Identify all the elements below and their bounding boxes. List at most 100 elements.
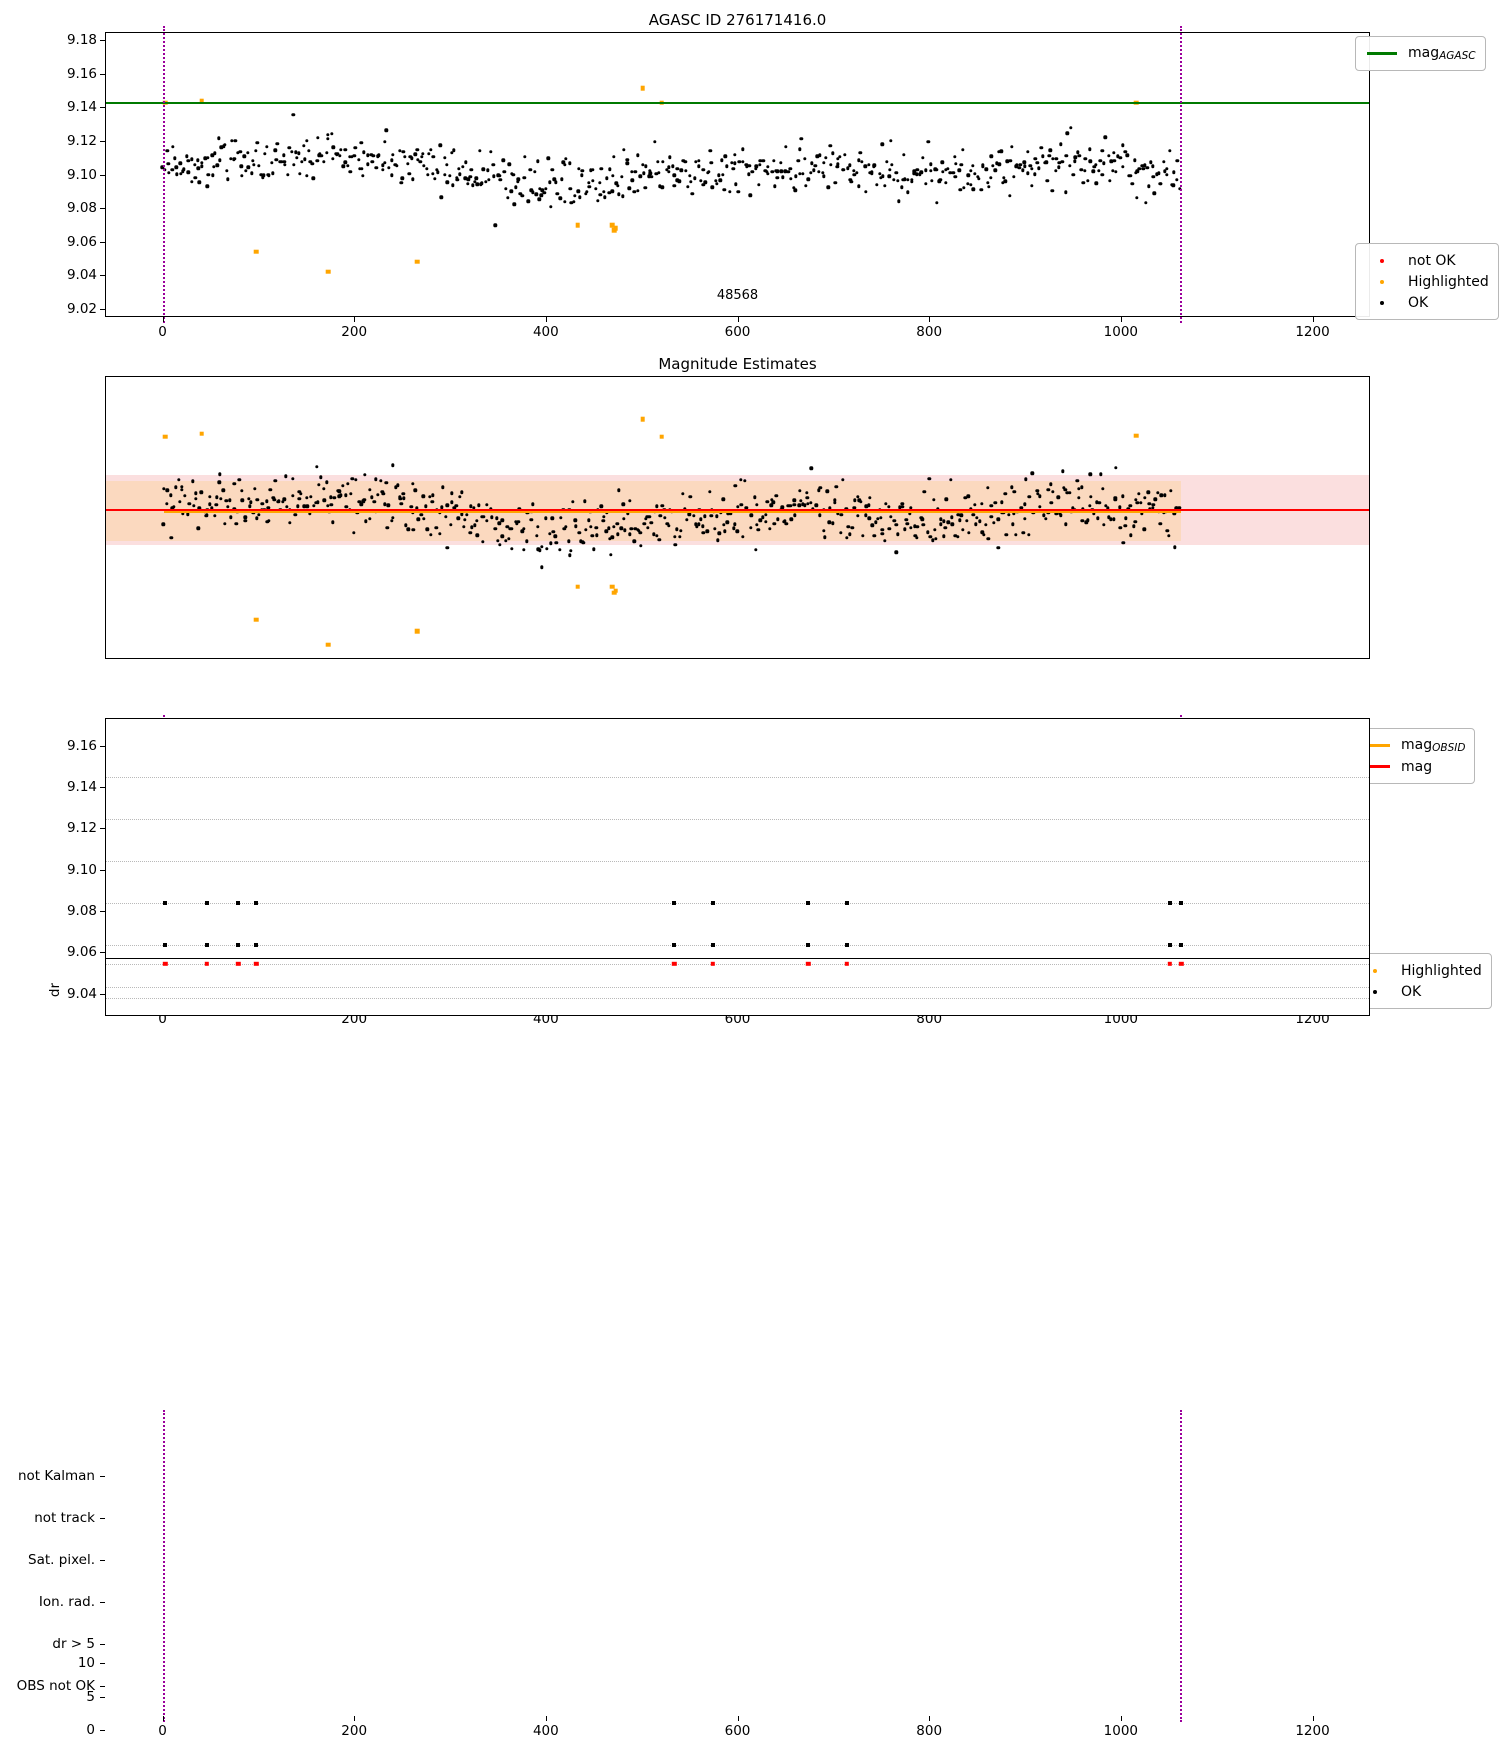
data-point-ok: [690, 191, 694, 196]
data-point-ok: [445, 163, 449, 167]
data-point-ok: [308, 160, 312, 164]
data-point-ok: [1019, 506, 1024, 510]
data-point-ok: [1103, 135, 1107, 139]
x-tick-label: 1200: [1295, 1723, 1330, 1739]
data-point-ok: [489, 515, 494, 520]
y-tick-mark: [100, 1686, 105, 1687]
data-point-ok: [471, 183, 475, 188]
data-point-ok: [452, 505, 457, 510]
data-point-ok: [536, 525, 540, 529]
data-point-ok: [963, 496, 967, 500]
data-point-ok: [660, 185, 664, 189]
data-point-ok: [739, 477, 743, 482]
data-point-ok: [789, 517, 794, 522]
data-point-ok: [883, 184, 887, 188]
data-point-ok: [369, 495, 374, 499]
data-point-ok: [892, 519, 897, 523]
data-point-ok: [255, 141, 259, 145]
data-point-ok: [567, 539, 571, 544]
x-tick-label: 600: [724, 1723, 751, 1739]
data-point-ok: [867, 163, 871, 167]
data-point-ok: [1051, 489, 1055, 494]
data-point-ok: [1015, 163, 1019, 167]
data-point-ok: [1057, 165, 1061, 169]
data-point-ok: [864, 513, 868, 518]
data-point-ok: [270, 160, 274, 165]
data-point-highlighted: [575, 222, 580, 228]
data-point-ok: [353, 146, 357, 150]
data-point-ok: [382, 139, 387, 144]
data-point-ok: [741, 160, 745, 164]
x-tick-mark: [929, 1716, 931, 1721]
data-point-ok: [465, 181, 470, 186]
data-point-ok: [675, 178, 680, 183]
data-point-ok: [968, 168, 973, 173]
data-point-ok: [953, 175, 958, 179]
data-point-ok: [1156, 171, 1161, 175]
data-point-ok: [165, 488, 169, 492]
data-point-ok: [642, 171, 646, 175]
data-point-ok: [290, 476, 295, 481]
data-point-ok: [420, 155, 424, 159]
data-point-ok: [700, 524, 705, 529]
data-point-ok: [514, 185, 518, 190]
data-point-ok: [568, 553, 572, 557]
data-point-ok: [410, 156, 414, 161]
data-point-ok: [606, 526, 611, 531]
data-point-ok: [604, 176, 609, 181]
data-point-ok: [890, 163, 894, 167]
data-point-ok: [178, 499, 182, 504]
x-tick-label: 1000: [1103, 324, 1139, 340]
data-point-ok: [721, 497, 726, 502]
data-point-ok: [980, 530, 985, 534]
legend-label: Highlighted: [1408, 273, 1489, 290]
data-point-ok: [1135, 196, 1139, 200]
y-tick-mark: [100, 1518, 105, 1519]
data-point-ok: [1123, 150, 1127, 154]
data-point-ok: [728, 512, 733, 516]
data-point-ok: [434, 526, 439, 530]
data-point-ok: [210, 173, 215, 178]
data-point-ok: [1088, 504, 1092, 508]
x-tick-mark: [354, 1716, 356, 1721]
dr-tick-label: 10: [77, 1655, 95, 1671]
data-point-ok: [1060, 160, 1065, 164]
data-point-ok: [826, 185, 830, 190]
data-point-ok: [766, 172, 770, 176]
data-point-ok: [957, 168, 961, 172]
data-point-ok: [291, 113, 296, 117]
data-point-ok: [852, 172, 856, 177]
data-point-ok: [475, 182, 480, 187]
y-tick-mark: [100, 745, 105, 747]
data-point-ok: [803, 503, 807, 507]
data-point-ok: [1167, 534, 1171, 538]
data-point-ok: [329, 132, 334, 136]
data-point-ok: [591, 167, 595, 172]
data-point-ok: [886, 504, 891, 509]
data-point-ok: [442, 173, 447, 177]
data-point-ok: [489, 150, 493, 154]
data-point-ok: [277, 160, 282, 164]
data-point-ok: [502, 170, 507, 174]
data-point-ok: [616, 184, 620, 188]
data-point-ok: [994, 161, 999, 165]
data-point-ok: [345, 164, 350, 168]
data-point-ok: [455, 178, 460, 182]
data-point-ok: [635, 153, 640, 157]
legend-label: magOBSID: [1401, 737, 1466, 754]
data-point-ok: [537, 197, 541, 201]
data-point-highlighted: [659, 434, 665, 440]
data-point-ok: [425, 166, 429, 171]
data-point-ok: [786, 503, 790, 508]
data-point-ok: [480, 181, 484, 185]
data-point-ok: [350, 477, 354, 481]
data-point-ok: [178, 161, 182, 165]
data-point-ok: [1121, 540, 1125, 545]
data-point-ok: [683, 507, 687, 511]
data-point-ok: [1003, 179, 1007, 183]
data-point-ok: [813, 163, 817, 168]
data-point-ok: [821, 171, 825, 175]
panel2-title: Magnitude Estimates: [658, 355, 817, 373]
data-point-ok: [190, 179, 194, 184]
data-point-ok: [595, 533, 599, 537]
